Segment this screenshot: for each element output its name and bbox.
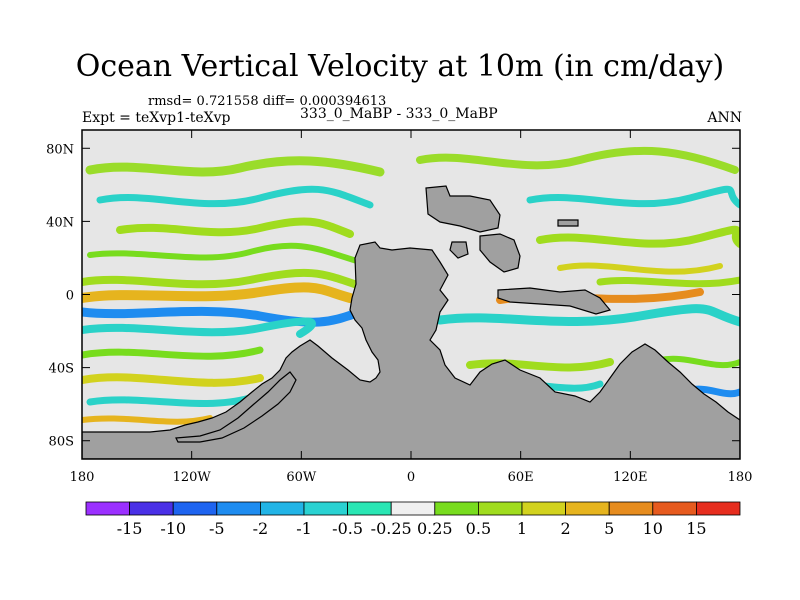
colorbar-swatch [608, 501, 654, 516]
colorbar-label: -2 [253, 519, 269, 538]
band-t7 [596, 276, 740, 288]
land-island-mid [449, 241, 469, 259]
colorbar-label: 1 [517, 519, 527, 538]
land-asia-block [479, 233, 521, 273]
band-n5 [416, 146, 739, 174]
band-s5 [466, 358, 614, 372]
land-supercontinent [82, 241, 740, 459]
season-label: ANN [707, 110, 742, 126]
band-s3 [86, 394, 254, 408]
colorbar-swatch [216, 501, 261, 516]
band-t2 [82, 282, 355, 303]
x-tick-label: 180 [70, 470, 95, 485]
band-n2 [96, 185, 374, 209]
velocity-field [82, 146, 740, 425]
chart-title: Ocean Vertical Velocity at 10m (in cm/da… [75, 49, 725, 84]
colorbar-label: 0.5 [466, 519, 491, 538]
colorbar-swatch [347, 501, 392, 516]
colorbar-swatch [172, 501, 218, 516]
land-island-east [497, 287, 612, 315]
colorbar-label: 15 [686, 519, 706, 538]
colorbar-label: -0.25 [371, 519, 412, 538]
colorbar-swatch [303, 501, 348, 516]
band-s2 [82, 373, 264, 387]
stats-line: rmsd= 0.721558 diff= 0.000394613 [148, 94, 387, 109]
band-n6 [526, 185, 740, 209]
colorbar: -15 -10 -5 -2 -1 -0.5 -0.25 0.25 0.5 1 2 5 10 15 [85, 501, 741, 538]
colorbar-label: -0.5 [332, 519, 363, 538]
x-tick-label: 120E [613, 470, 647, 485]
x-tick-label: 60E [508, 470, 534, 485]
colorbar-label: -15 [117, 519, 143, 538]
band-s1 [82, 346, 264, 360]
band-t1 [82, 268, 364, 290]
band-n1 [85, 156, 385, 177]
land-island-small [557, 219, 579, 227]
band-n8 [557, 262, 723, 275]
colorbar-label: 5 [604, 519, 614, 538]
band-t3 [82, 306, 365, 327]
colorbar-swatch [390, 501, 436, 516]
band-t6 [435, 304, 740, 327]
colorbar-swatch [434, 501, 479, 516]
x-tick-label: 120W [173, 470, 212, 485]
colorbar-swatch [129, 501, 174, 516]
colorbar-swatch [521, 501, 566, 516]
y-tick-label: 40N [46, 215, 74, 230]
colorbar-label: 0.25 [417, 519, 453, 538]
colorbar-swatch [652, 501, 697, 516]
band-n3 [116, 217, 354, 238]
x-tick-label: 180 [728, 470, 753, 485]
x-tick-label: 0 [407, 470, 415, 485]
land-southwest-peninsula [175, 371, 297, 443]
colorbar-swatch [565, 501, 610, 516]
colorbar-swatch [696, 501, 741, 516]
plot-area [82, 130, 740, 459]
x-tick-label: 60W [286, 470, 317, 485]
colorbar-swatch [477, 501, 523, 516]
band-n7 [536, 225, 740, 248]
y-tick-label: 80S [49, 435, 74, 450]
axes: 180 120W 60W 0 60E 120E 180 80N 40N 0 40S 80S [46, 130, 752, 485]
band-t4 [82, 317, 316, 338]
y-tick-label: 0 [66, 289, 74, 304]
colorbar-label: 2 [561, 519, 571, 538]
colorbar-swatch [259, 501, 305, 516]
colorbar-label: -1 [296, 519, 312, 538]
band-n4 [87, 242, 363, 265]
colorbar-swatch [85, 501, 130, 516]
band-s4 [82, 415, 213, 425]
land-northeast [425, 185, 501, 233]
y-tick-label: 80N [46, 142, 74, 157]
colorbar-label: -5 [209, 519, 225, 538]
land-masses [82, 185, 740, 459]
colorbar-label: -10 [160, 519, 186, 538]
experiment-label: Expt = teXvp1-teXvp [82, 110, 231, 126]
band-s7 [657, 355, 740, 369]
y-tick-label: 40S [49, 362, 74, 377]
colorbar-label: 10 [643, 519, 663, 538]
period-label: 333_0_MaBP - 333_0_MaBP [300, 106, 498, 122]
